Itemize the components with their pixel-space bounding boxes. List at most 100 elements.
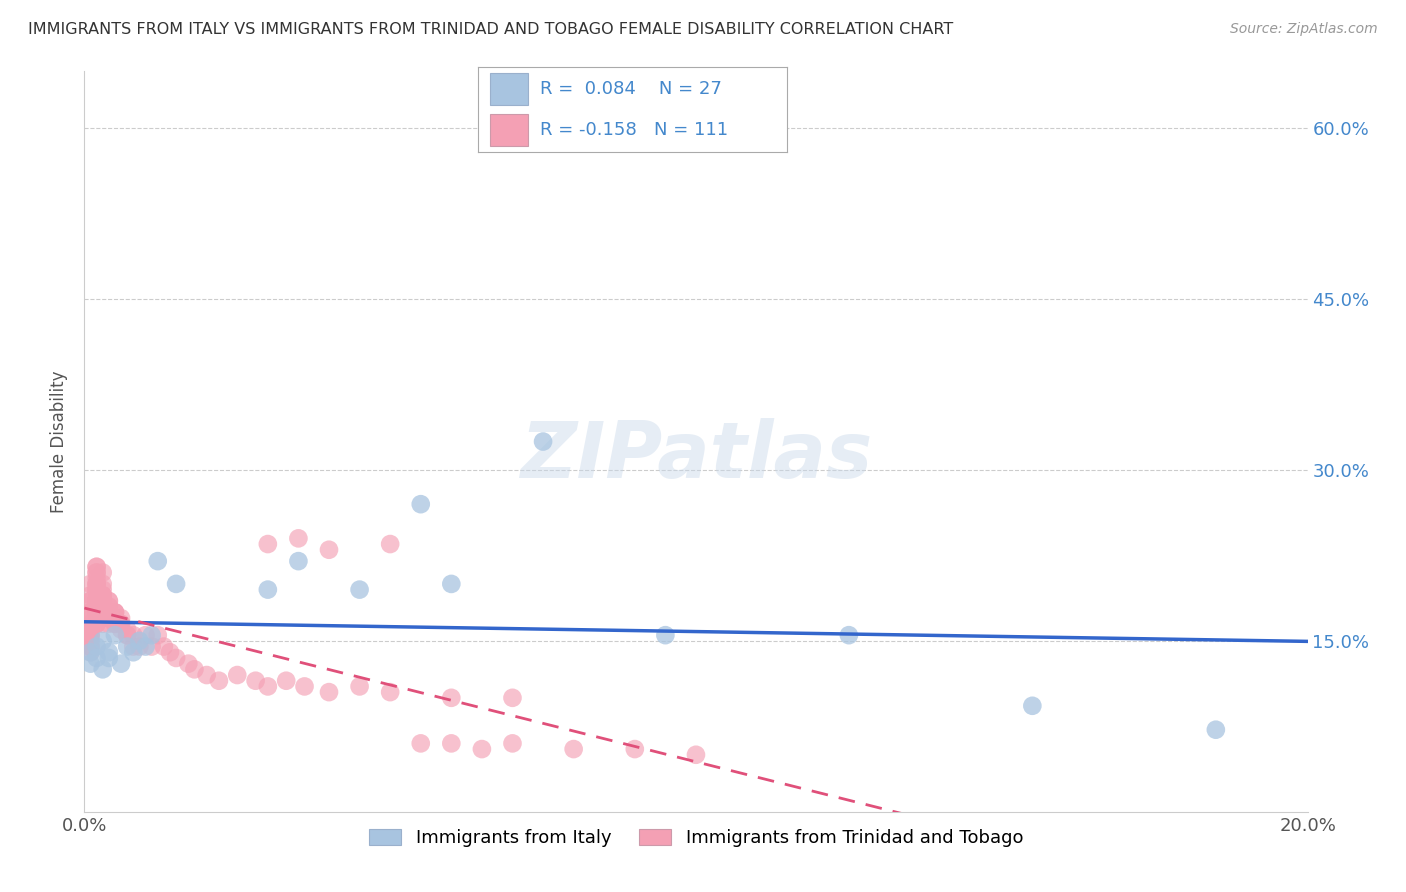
Point — [79, 628, 101, 642]
Point — [91, 594, 114, 608]
Point — [135, 640, 157, 654]
Point — [79, 588, 101, 602]
Point — [128, 640, 150, 654]
Point — [208, 673, 231, 688]
Point — [86, 651, 108, 665]
Point — [86, 606, 108, 620]
Point — [97, 645, 120, 659]
Y-axis label: Female Disability: Female Disability — [51, 370, 69, 513]
Point — [86, 566, 108, 580]
Point — [86, 606, 108, 620]
Point — [226, 668, 249, 682]
Point — [91, 633, 114, 648]
Point — [562, 742, 585, 756]
Point — [122, 628, 145, 642]
Point — [1021, 698, 1043, 713]
Point — [502, 736, 524, 750]
Point — [86, 566, 108, 580]
Point — [380, 537, 402, 551]
Point — [531, 434, 554, 449]
Point — [1205, 723, 1227, 737]
Point — [91, 662, 114, 676]
Point — [257, 680, 280, 694]
Point — [654, 628, 676, 642]
Point — [86, 577, 108, 591]
Point — [97, 606, 120, 620]
Point — [110, 623, 132, 637]
Point — [122, 640, 145, 654]
Point — [153, 640, 176, 654]
Point — [349, 680, 371, 694]
Point — [79, 628, 101, 642]
Point — [110, 657, 132, 671]
Point — [159, 645, 181, 659]
Point — [86, 559, 108, 574]
Point — [86, 616, 108, 631]
Point — [97, 611, 120, 625]
Point — [86, 594, 108, 608]
Point — [79, 594, 101, 608]
Point — [79, 606, 101, 620]
Point — [97, 606, 120, 620]
Point — [91, 594, 114, 608]
Point — [177, 657, 200, 671]
Point — [91, 566, 114, 580]
Point — [97, 651, 120, 665]
Point — [86, 640, 108, 654]
Point — [287, 532, 309, 546]
Point — [91, 588, 114, 602]
Point — [146, 628, 169, 642]
Point — [409, 497, 432, 511]
Text: ZIPatlas: ZIPatlas — [520, 418, 872, 494]
Point — [79, 640, 101, 654]
Point — [104, 606, 127, 620]
Point — [97, 594, 120, 608]
Point — [79, 645, 101, 659]
Point — [79, 611, 101, 625]
Point — [110, 616, 132, 631]
Point — [79, 640, 101, 654]
Point — [115, 640, 138, 654]
FancyBboxPatch shape — [491, 113, 527, 145]
Text: Source: ZipAtlas.com: Source: ZipAtlas.com — [1230, 22, 1378, 37]
Point — [318, 542, 340, 557]
Point — [86, 577, 108, 591]
Point — [104, 606, 127, 620]
Point — [440, 690, 463, 705]
Point — [471, 742, 494, 756]
Point — [79, 623, 101, 637]
Point — [104, 606, 127, 620]
Point — [165, 651, 187, 665]
Point — [97, 599, 120, 614]
Point — [135, 628, 157, 642]
Point — [79, 594, 101, 608]
Point — [91, 594, 114, 608]
Point — [79, 645, 101, 659]
Point — [195, 668, 218, 682]
Point — [91, 606, 114, 620]
Point — [141, 640, 163, 654]
Point — [79, 633, 101, 648]
Point — [276, 673, 298, 688]
Point — [440, 577, 463, 591]
Text: R =  0.084    N = 27: R = 0.084 N = 27 — [540, 80, 721, 98]
Point — [91, 606, 114, 620]
Point — [104, 611, 127, 625]
Point — [104, 616, 127, 631]
Point — [183, 662, 205, 676]
Point — [91, 582, 114, 597]
Point — [104, 628, 127, 642]
FancyBboxPatch shape — [491, 73, 527, 105]
Point — [624, 742, 647, 756]
Point — [349, 582, 371, 597]
Point — [86, 577, 108, 591]
Point — [115, 623, 138, 637]
Point — [257, 582, 280, 597]
Point — [91, 616, 114, 631]
Text: IMMIGRANTS FROM ITALY VS IMMIGRANTS FROM TRINIDAD AND TOBAGO FEMALE DISABILITY C: IMMIGRANTS FROM ITALY VS IMMIGRANTS FROM… — [28, 22, 953, 37]
Point — [318, 685, 340, 699]
Point — [380, 685, 402, 699]
Point — [91, 588, 114, 602]
Point — [115, 628, 138, 642]
Point — [97, 606, 120, 620]
